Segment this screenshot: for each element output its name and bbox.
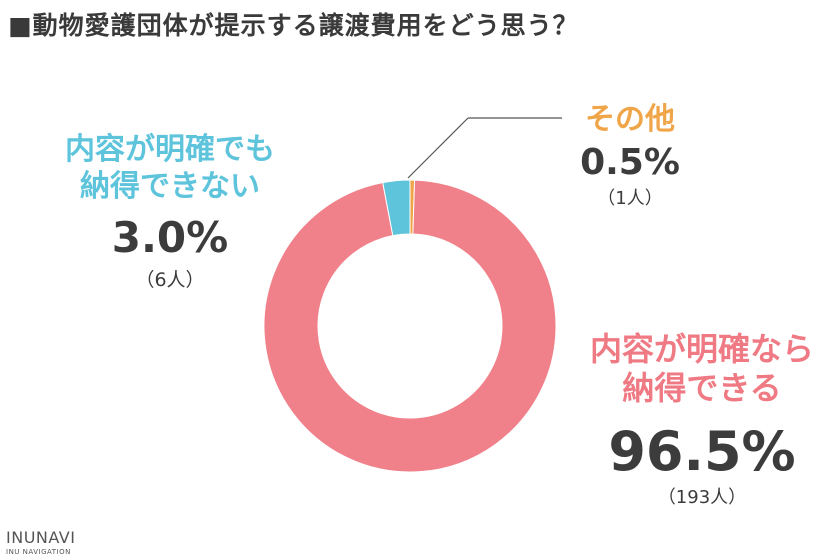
slice-count: （193人）	[657, 487, 747, 509]
chart-title: ■動物愛護団体が提示する譲渡費用をどう思う？	[8, 11, 579, 40]
slice-name-line: 内容が明確なら	[589, 330, 814, 368]
slice-count: （6人）	[135, 269, 205, 292]
slice-percent: 0.5%	[580, 141, 680, 183]
slice-name-line: 納得できる	[622, 369, 782, 408]
slice-name-line: 納得できない	[80, 168, 260, 204]
slice-percent: 96.5%	[608, 420, 796, 484]
leader-line	[407, 117, 469, 179]
slice-name-line: 内容が明確でも	[65, 132, 275, 167]
slice-understand-if-clear	[263, 179, 557, 473]
label-understand-if-clear: 内容が明確なら 納得できる 96.5% （193人）	[566, 330, 837, 509]
logo-text: INUNAVI	[6, 528, 76, 547]
slice-count: （1人）	[597, 188, 663, 210]
label-not-understand-even-if-clear: 内容が明確でも 納得できない 3.0% （6人）	[40, 132, 300, 292]
brand-logo: INUNAVI INU NAVIGATION	[6, 528, 75, 556]
slice-name-line: その他	[585, 102, 675, 137]
label-other: その他 0.5% （1人）	[555, 102, 705, 210]
logo-subtext: INU NAVIGATION	[6, 548, 71, 556]
slice-percent: 3.0%	[111, 213, 229, 263]
